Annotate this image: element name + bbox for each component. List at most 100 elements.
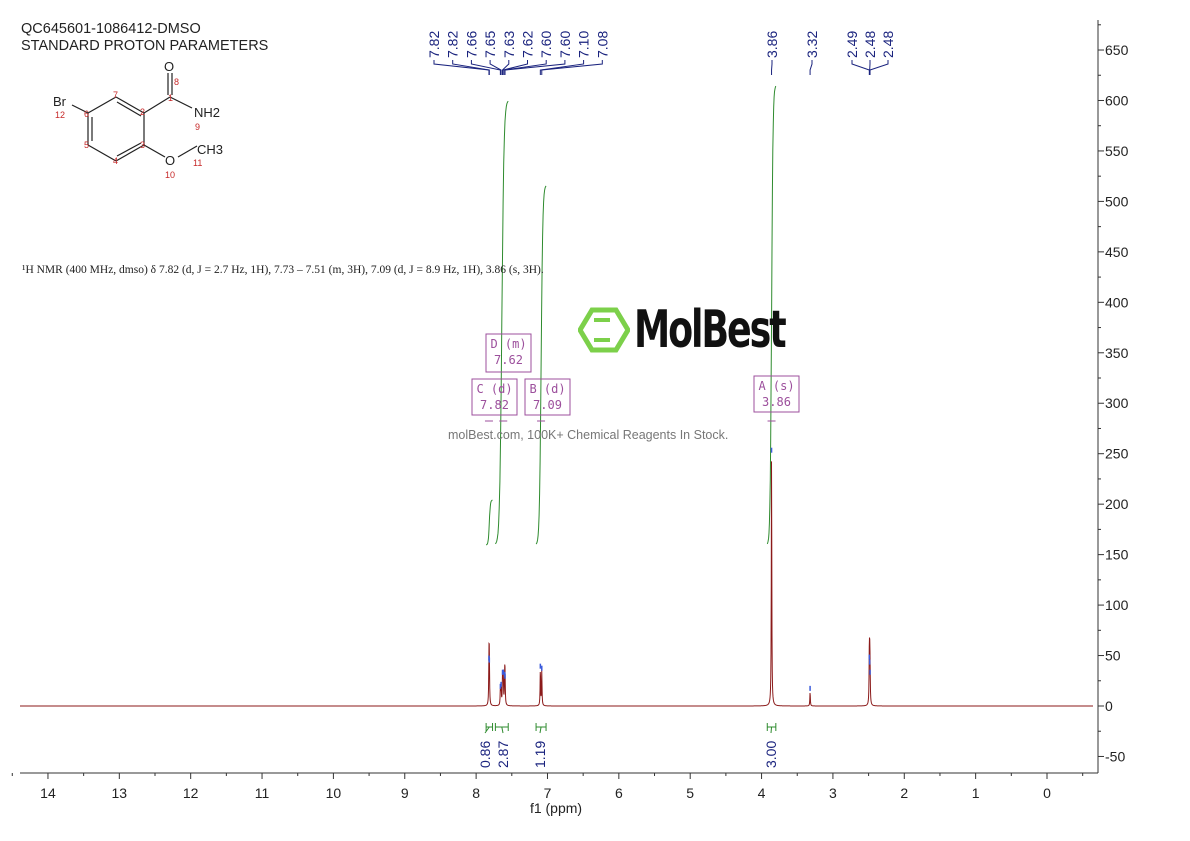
- x-tick-label: 1: [972, 785, 980, 801]
- y-tick-label: 600: [1105, 92, 1129, 108]
- experiment-name: STANDARD PROTON PARAMETERS: [21, 38, 269, 54]
- atom-br: Br: [53, 94, 67, 109]
- y-tick-label: 500: [1105, 193, 1129, 209]
- y-tick-label: 350: [1105, 345, 1129, 361]
- integral-curve: [766, 85, 777, 545]
- integral-curve: [535, 185, 547, 545]
- peak-label: 2.49: [844, 31, 860, 58]
- x-tick-label: 0: [1043, 785, 1051, 801]
- multiplet-box: [485, 333, 532, 373]
- peak-label-connector: [452, 60, 490, 75]
- x-axis-label: f1 (ppm): [530, 800, 582, 816]
- integral-curve: [485, 499, 493, 546]
- multiplet-boxes: D (m) 7.62 C (d) 7.82 B (d) 7.09 A (s) 3.86: [471, 333, 800, 422]
- x-tick-label: 3: [829, 785, 837, 801]
- integral-connector: [501, 726, 504, 734]
- integral-curves: [485, 85, 777, 546]
- peak-label: 7.66: [463, 31, 479, 58]
- atom-o-ether: O: [165, 153, 175, 168]
- spectrum: [20, 447, 1093, 707]
- multiplet-label: C (d): [476, 382, 512, 396]
- peak-label: 7.82: [426, 31, 442, 58]
- y-tick-label: 550: [1105, 143, 1129, 159]
- x-tick-label: 11: [255, 785, 270, 801]
- x-tick-label: 9: [401, 785, 409, 801]
- peak-labels: 7.82 7.82 7.66 7.65 7.63 7.62 7.60 7.60 7.10 7.08…: [426, 31, 896, 75]
- peak-label: 7.63: [501, 31, 517, 58]
- peak-label: 3.86: [764, 31, 780, 58]
- atom-num: 10: [165, 170, 175, 180]
- watermark-logo: MolBest: [634, 300, 787, 360]
- multiplet-shift: 7.09: [533, 398, 562, 412]
- atom-num: 5: [84, 140, 89, 150]
- x-tick-label: 14: [40, 785, 56, 801]
- atom-o-carbonyl: O: [164, 59, 174, 74]
- integral-value: 2.87: [495, 741, 511, 768]
- atom-num: 3: [140, 140, 145, 150]
- multiplet-label: D (m): [490, 337, 526, 351]
- integral-value: 0.86: [477, 741, 493, 768]
- peak-label: 7.60: [538, 31, 554, 58]
- x-tick-label: 7: [544, 785, 552, 801]
- peak-label: 7.08: [594, 31, 610, 58]
- y-tick-label: 0: [1105, 698, 1113, 714]
- peak-label: 2.48: [880, 31, 896, 58]
- atom-num: 11: [193, 158, 202, 168]
- multiplet-shift: 3.86: [762, 395, 791, 409]
- peak-label-connector: [502, 60, 510, 75]
- atom-num: 6: [84, 109, 89, 119]
- y-tick-label: 150: [1105, 547, 1129, 563]
- atom-ch3: CH3: [197, 142, 223, 157]
- y-tick-label: 250: [1105, 446, 1129, 462]
- y-tick-label: 100: [1105, 597, 1129, 613]
- multiplet-shift: 7.62: [494, 353, 523, 367]
- peak-label-connector: [539, 60, 585, 75]
- x-tick-label: 6: [615, 785, 623, 801]
- y-tick-label: 200: [1105, 496, 1129, 512]
- peak-label: 3.32: [804, 31, 820, 58]
- peak-label-connector: [433, 60, 490, 75]
- atom-num: 2: [140, 107, 145, 117]
- atom-nh2: NH2: [194, 105, 220, 120]
- y-tick-label: 650: [1105, 42, 1129, 58]
- peak-label-connector: [489, 60, 502, 75]
- peak-label: 7.10: [576, 31, 592, 58]
- nmr-summary-text: ¹H NMR (400 MHz, dmso) δ 7.82 (d, J = 2.…: [22, 264, 544, 276]
- axes: 14 13 12 11 10 9 8 7 6 5 4 3 2 1 0-5005010015020025030…: [11, 20, 1129, 801]
- molecule-structure: [71, 73, 198, 162]
- y-tick-label: 50: [1105, 648, 1121, 664]
- peak-label: 7.62: [520, 31, 536, 58]
- x-tick-label: 5: [686, 785, 694, 801]
- integral-curve: [494, 100, 509, 545]
- peak-label-connector: [869, 60, 889, 75]
- integral-labels: 0.86 2.87 1.19 3.00: [477, 723, 779, 768]
- peak-label-connector: [851, 60, 870, 75]
- multiplet-label: A (s): [758, 379, 794, 393]
- x-tick-label: 13: [112, 785, 128, 801]
- atom-num: 1: [168, 93, 173, 103]
- multiplet-box: [753, 375, 800, 413]
- atom-num: 7: [113, 90, 118, 100]
- peak-label: 2.48: [862, 31, 878, 58]
- peak-label-connector: [809, 60, 813, 75]
- y-tick-label: -50: [1105, 748, 1125, 764]
- atom-num: 4: [113, 156, 118, 166]
- integral-connector: [539, 726, 542, 734]
- atom-num: 12: [55, 110, 65, 120]
- multiplet-box: [471, 378, 518, 416]
- integral-connector: [484, 726, 490, 734]
- spectrum-trace: [20, 461, 1093, 707]
- sample-id: QC645601-1086412-DMSO: [21, 21, 201, 37]
- molbest-logo-icon: [578, 307, 630, 353]
- watermark-tagline: molBest.com, 100K+ Chemical Reagents In …: [448, 428, 729, 442]
- atom-num: 9: [195, 122, 200, 132]
- atom-num: 8: [174, 77, 179, 87]
- multiplet-label: B (d): [529, 382, 565, 396]
- y-tick-label: 300: [1105, 395, 1129, 411]
- multiplet-box: [524, 378, 571, 416]
- molecule-labels: O Br NH2 O CH3 1 2 3 4 5 6 7 8 9 10 11 1…: [53, 59, 223, 180]
- peak-label-connector: [502, 60, 528, 75]
- peak-label-connector: [541, 60, 603, 75]
- y-tick-label: 400: [1105, 294, 1129, 310]
